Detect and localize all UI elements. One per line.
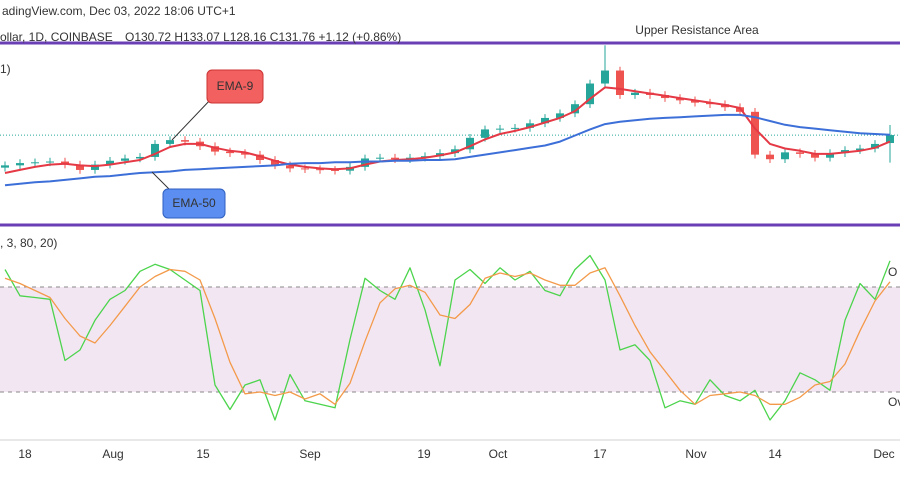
callout-box xyxy=(162,188,226,219)
candle-body xyxy=(631,92,639,95)
candle-body xyxy=(271,160,279,166)
x-tick-label: Dec xyxy=(873,447,894,461)
x-tick-label: 17 xyxy=(593,447,607,461)
candle-body xyxy=(286,165,294,169)
legend-text: 1) xyxy=(0,62,11,76)
candle-body xyxy=(766,154,774,160)
candle-body xyxy=(826,153,834,158)
candle-body xyxy=(676,98,684,101)
callout-text: EMA-9 xyxy=(217,79,254,93)
x-tick-label: Sep xyxy=(299,447,321,461)
candle-body xyxy=(601,70,609,84)
candle-body xyxy=(871,143,879,149)
candle-body xyxy=(526,123,534,128)
candle-body xyxy=(586,83,594,105)
candle-body xyxy=(181,140,189,142)
level-label: O xyxy=(888,265,897,279)
candle-body xyxy=(751,111,759,155)
candle-body xyxy=(466,137,474,150)
candle-body xyxy=(166,140,174,144)
series-line xyxy=(4,86,891,174)
candle-body xyxy=(856,148,864,151)
x-tick-label: Nov xyxy=(685,447,706,461)
x-tick-label: 19 xyxy=(417,447,431,461)
candle-body xyxy=(361,158,369,167)
candle-body xyxy=(256,154,264,160)
candle-body xyxy=(31,162,39,164)
callout-text: EMA-50 xyxy=(172,196,216,210)
series-line xyxy=(4,267,891,405)
candle-body xyxy=(811,153,819,158)
x-tick-label: 14 xyxy=(768,447,782,461)
x-tick-label: Aug xyxy=(102,447,123,461)
x-tick-label: Oct xyxy=(489,447,508,461)
candle-body xyxy=(571,104,579,114)
candle-body xyxy=(46,161,54,163)
candle-body xyxy=(106,160,114,165)
x-tick-label: 18 xyxy=(18,447,32,461)
series-line xyxy=(4,254,891,421)
candle-body xyxy=(451,149,459,154)
candle-body xyxy=(91,164,99,170)
candle-body xyxy=(151,143,159,157)
resistance-label: Upper Resistance Area xyxy=(635,23,759,37)
candle-body xyxy=(16,163,24,166)
candle-body xyxy=(226,151,234,154)
candle-body xyxy=(556,113,564,118)
legend-text: , 3, 80, 20) xyxy=(0,236,57,250)
candle-body xyxy=(616,70,624,95)
symbol-text: ollar, 1D, COINBASE xyxy=(0,30,113,44)
candle-body xyxy=(1,165,9,168)
ohlc-text: O130.72 H133.07 L128.16 C131.76 +1.12 (+… xyxy=(125,30,401,44)
candle-body xyxy=(136,156,144,159)
source-text: adingView.com, Dec 03, 2022 18:06 UTC+1 xyxy=(2,4,236,18)
candle-body xyxy=(301,168,309,170)
candle-body xyxy=(331,169,339,171)
callout-box xyxy=(206,69,264,104)
candle-body xyxy=(391,157,399,160)
candle-body xyxy=(481,129,489,138)
candle-body xyxy=(376,157,384,159)
candle-body xyxy=(76,164,84,170)
x-tick-label: 15 xyxy=(196,447,210,461)
candle-body xyxy=(241,153,249,155)
callout-pointer xyxy=(171,97,213,141)
candle-body xyxy=(496,128,504,130)
candle-body xyxy=(691,100,699,103)
candle-body xyxy=(541,117,549,124)
candle-body xyxy=(211,146,219,152)
candle-body xyxy=(781,152,789,160)
candle-body xyxy=(316,169,324,171)
candle-body xyxy=(796,152,804,154)
candle-body xyxy=(511,127,519,129)
level-band xyxy=(0,287,900,392)
level-label: Ov xyxy=(888,395,900,409)
candle-body xyxy=(121,158,129,161)
candle-body xyxy=(886,135,894,144)
